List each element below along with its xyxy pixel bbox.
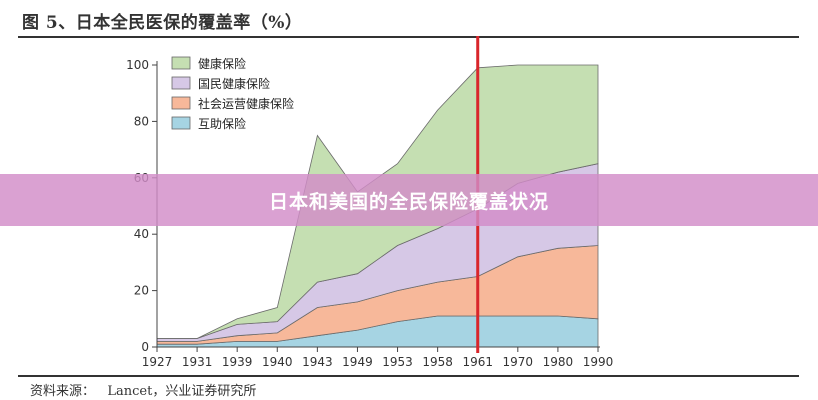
y-tick-label: 20 xyxy=(134,284,149,298)
legend-label: 互助保险 xyxy=(198,116,246,131)
title-banner: 日本和美国的全民保险覆盖状况 xyxy=(0,174,818,226)
y-tick-label: 0 xyxy=(141,340,149,354)
x-tick-label: 1980 xyxy=(543,355,574,369)
legend-label: 健康保险 xyxy=(198,56,246,71)
y-tick-label: 80 xyxy=(134,114,149,128)
x-tick-label: 1990 xyxy=(583,355,614,369)
x-tick-label: 1940 xyxy=(262,355,293,369)
top-rule xyxy=(18,36,799,38)
legend-swatch xyxy=(171,96,191,110)
legend-swatch xyxy=(171,116,191,130)
x-tick-label: 1931 xyxy=(182,355,213,369)
banner-title: 日本和美国的全民保险覆盖状况 xyxy=(268,190,549,213)
x-tick-label: 1943 xyxy=(302,355,333,369)
x-tick-label: 1953 xyxy=(382,355,413,369)
legend-label: 社会运营健康保险 xyxy=(198,96,294,111)
x-tick-label: 1927 xyxy=(142,355,173,369)
source-note: 资料来源： Lancet，兴业证券研究所 xyxy=(30,384,257,399)
axes: 0204060801001927193119391940194319491953… xyxy=(126,58,613,369)
y-tick-label: 40 xyxy=(134,227,149,241)
x-tick-label: 1961 xyxy=(462,355,493,369)
x-tick-label: 1958 xyxy=(422,355,453,369)
x-tick-label: 1970 xyxy=(503,355,534,369)
bottom-rule xyxy=(18,375,799,377)
y-tick-label: 100 xyxy=(126,58,149,72)
legend-label: 国民健康保险 xyxy=(198,76,270,91)
legend-swatch xyxy=(171,76,191,90)
x-tick-label: 1949 xyxy=(342,355,373,369)
figure-title: 图 5、日本全民医保的覆盖率（%） xyxy=(22,13,303,33)
legend-swatch xyxy=(171,56,191,70)
x-tick-label: 1939 xyxy=(222,355,253,369)
